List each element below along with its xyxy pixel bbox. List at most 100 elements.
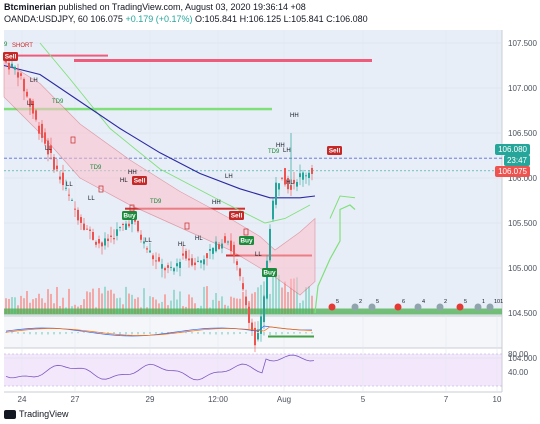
price-tick: 106.500 xyxy=(508,129,537,138)
last-price: 106.075 xyxy=(90,14,123,24)
volume-bar xyxy=(173,289,175,314)
macd-histogram-bar xyxy=(185,332,187,334)
macd-histogram-bar xyxy=(245,332,247,334)
volume-bar xyxy=(23,298,25,314)
macd-histogram-bar xyxy=(77,332,79,334)
price-tick: 106.000 xyxy=(508,174,537,183)
macd-histogram-bar xyxy=(281,332,283,335)
candle-body xyxy=(5,61,7,63)
candle-body xyxy=(254,327,256,346)
td-count-label: 9 xyxy=(4,42,8,48)
candle-body xyxy=(140,234,142,240)
macd-histogram-bar xyxy=(83,332,85,333)
signal-badge xyxy=(132,176,147,185)
time-tick: 7 xyxy=(444,395,449,404)
signal-label: Sell xyxy=(231,213,243,220)
candle-body xyxy=(227,241,229,243)
event-count: 5 xyxy=(464,299,467,305)
volume-bar xyxy=(176,299,178,314)
macd-histogram-bar xyxy=(293,332,295,334)
candle-body xyxy=(26,91,28,97)
candle-body xyxy=(191,258,193,266)
time-tick: 24 xyxy=(18,395,27,404)
candle-body xyxy=(41,123,43,138)
candle-body xyxy=(215,241,217,252)
symbol-label[interactable]: OANDA:USDJPY, 60 xyxy=(4,14,88,24)
short-label: SHORT xyxy=(12,43,33,49)
volume-bar xyxy=(5,298,7,314)
footer-brand[interactable]: TradingView xyxy=(4,409,69,419)
volume-bar xyxy=(125,286,127,314)
candle-body xyxy=(53,157,55,170)
volume-bar xyxy=(191,297,193,314)
volume-bar xyxy=(116,298,118,314)
pattern-marker xyxy=(184,222,190,230)
candle-body xyxy=(203,259,205,265)
volume-bar xyxy=(272,273,274,314)
volume-bar xyxy=(242,291,244,314)
macd-histogram-bar xyxy=(137,332,139,335)
time-tick: 27 xyxy=(71,395,80,404)
volume-bar xyxy=(131,294,133,314)
volume-bar xyxy=(92,288,94,314)
candle-body xyxy=(275,182,277,205)
candle-body xyxy=(134,219,136,222)
candle-body xyxy=(14,66,16,70)
candle-body xyxy=(185,250,187,259)
candle-body xyxy=(98,239,100,244)
signal-label: Buy xyxy=(240,238,253,245)
support-zone xyxy=(4,308,502,315)
ichimoku-cloud xyxy=(3,60,316,296)
candle-body xyxy=(293,179,295,184)
volume-bar xyxy=(68,288,70,314)
macd-histogram-bar xyxy=(59,332,61,335)
signal-badge xyxy=(239,236,254,245)
macd-histogram-bar xyxy=(95,332,97,334)
swing-label: LL xyxy=(45,146,52,152)
candle-body xyxy=(302,172,304,180)
prev-close-tag: 106.075 xyxy=(495,166,530,177)
candle-body xyxy=(161,264,163,269)
swing-label: HL xyxy=(195,236,203,242)
macd-histogram-bar xyxy=(257,332,259,333)
candle-body xyxy=(128,223,130,227)
bar-countdown-tag: 23:47 xyxy=(503,155,530,166)
candle-body xyxy=(197,260,199,262)
candle-body xyxy=(179,261,181,268)
candle-body xyxy=(188,258,190,261)
volume-bar xyxy=(290,278,292,314)
event-flag-icon xyxy=(486,303,494,311)
swing-label: LL xyxy=(145,238,152,244)
price-change: +0.179 (+0.17%) xyxy=(125,14,193,24)
volume-bar xyxy=(275,275,277,314)
candle-body xyxy=(266,260,268,299)
signal-label: Sell xyxy=(5,54,17,61)
author-name[interactable]: Btcminerian xyxy=(4,2,57,12)
grid xyxy=(4,30,502,392)
volume-bar xyxy=(128,293,130,314)
volume-bar xyxy=(239,298,241,314)
volume-bar xyxy=(188,294,190,314)
price-tick: 104.000 xyxy=(508,354,537,363)
volume-bar xyxy=(14,297,16,314)
candle-body xyxy=(125,223,127,230)
candle-body xyxy=(50,145,52,153)
volume-bar xyxy=(143,288,145,314)
candle-body xyxy=(146,248,148,250)
volume-bar xyxy=(98,288,100,314)
volume-bar xyxy=(236,298,238,314)
macd-histogram-bar xyxy=(161,332,163,334)
swing-label: LL xyxy=(255,252,262,258)
volume-bar xyxy=(308,286,310,314)
candle-body xyxy=(83,223,85,230)
candle-body xyxy=(311,167,313,174)
candle-body xyxy=(269,228,271,261)
volume-bar xyxy=(203,286,205,314)
volume-bar xyxy=(134,298,136,314)
event-count: 2 xyxy=(444,299,447,305)
macd-histogram-bar xyxy=(35,332,37,335)
candle-body xyxy=(248,306,250,323)
pattern-marker xyxy=(129,204,135,212)
td-count-label: TD9 xyxy=(52,99,64,105)
